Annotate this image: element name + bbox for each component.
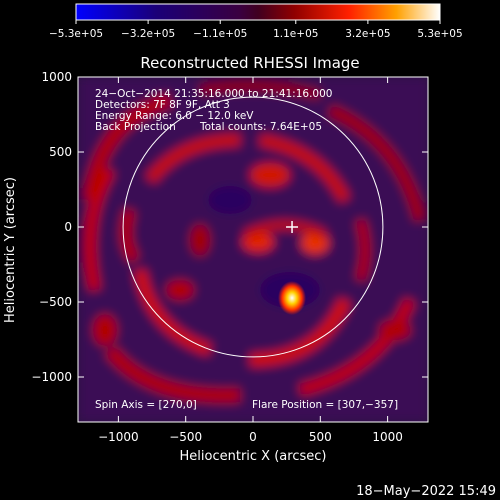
y-axis-label: Heliocentric Y (arcsec) [3,177,18,323]
chart-title: Reconstructed RHESSI Image [140,54,359,72]
x-tick-label: 500 [309,430,332,444]
colorbar-tick-label: 5.3e+05 [417,28,462,40]
annotation-time: 24−Oct−2014 21:35:16.000 to 21:41:16.000 [95,88,332,100]
colorbar-tick-label: 1.1e+05 [273,28,318,40]
y-tick-label: 500 [49,145,72,159]
x-tick-label: 1000 [372,430,403,444]
y-axis-ticks: −1000 −500 0 500 1000 [31,70,428,384]
footer-timestamp: 18−May−2022 15:49 [356,484,496,499]
colorbar-tick-label: −1.1e+05 [193,28,247,40]
annotation-block: 24−Oct−2014 21:35:16.000 to 21:41:16.000… [95,88,332,133]
flare-marker [286,221,299,233]
x-tick-label: −500 [169,430,202,444]
colorbar-tick-label: 3.2e+05 [345,28,390,40]
annotation-method: Back Projection [95,121,176,133]
annotation-detectors: Detectors: 7F 8F 9F, Att 3 [95,99,230,111]
x-axis-label: Heliocentric X (arcsec) [180,449,327,464]
x-axis-ticks: −1000 −500 0 500 1000 [98,77,403,444]
colorbar [75,3,441,21]
annotation-energy: Energy Range: 6.0 − 12.0 keV [95,110,254,122]
y-tick-label: −500 [39,295,72,309]
x-tick-label: −1000 [98,430,139,444]
colorbar-tick-label: −5.3e+05 [49,28,103,40]
solar-limb-circle [122,96,384,358]
heatmap-image [78,77,428,422]
y-tick-label: 1000 [41,70,72,84]
y-tick-label: −1000 [31,370,72,384]
flare-source [278,281,306,315]
spin-axis-label: Spin Axis = [270,0] [95,399,197,411]
flare-position-label: Flare Position = [307,−357] [252,399,398,411]
colorbar-ticks: −5.3e+05 −3.2e+05 −1.1e+05 1.1e+05 3.2e+05 5.… [49,20,463,40]
annotation-counts: Total counts: 7.64E+05 [199,121,322,133]
colorbar-tick-label: −3.2e+05 [121,28,175,40]
y-tick-label: 0 [64,220,72,234]
x-tick-label: 0 [249,430,257,444]
